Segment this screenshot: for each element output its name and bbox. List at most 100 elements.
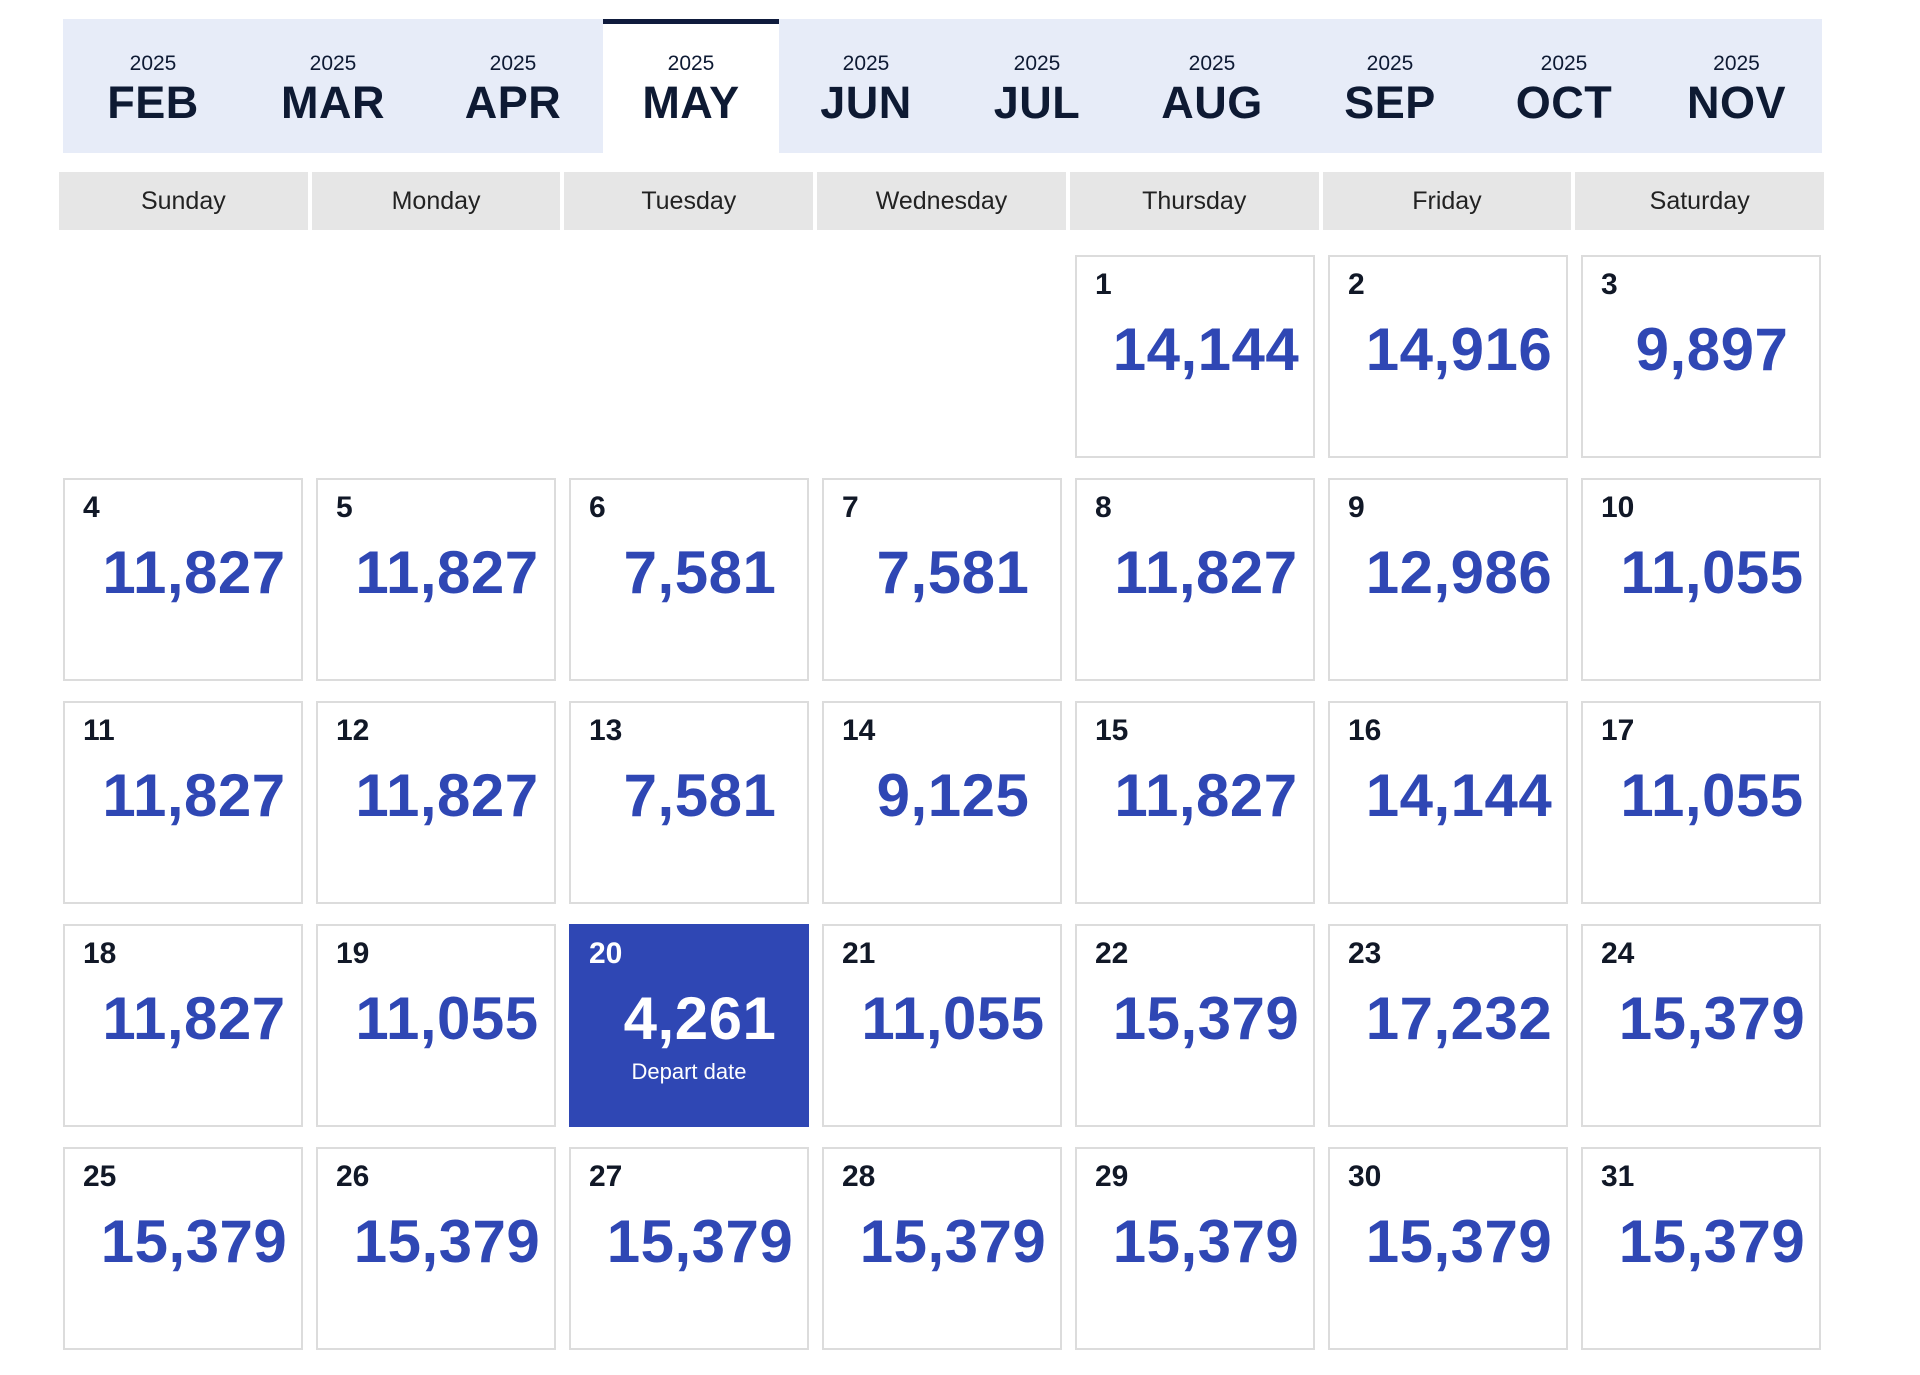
day-number: 10 (1601, 491, 1635, 524)
calendar-day-cell-21[interactable]: 21 11,055 (822, 924, 1062, 1127)
day-number: 12 (336, 714, 370, 747)
calendar-day-cell-2[interactable]: 2 14,916 (1328, 255, 1568, 458)
calendar-day-cell-24[interactable]: 24 15,379 (1581, 924, 1821, 1127)
fare-price: 4,261 (623, 985, 777, 1052)
month-tab-jun[interactable]: 2025 JUN (779, 19, 953, 153)
calendar-day-cell-8[interactable]: 8 11,827 (1075, 478, 1315, 681)
calendar-day-cell-19[interactable]: 19 11,055 (316, 924, 556, 1127)
calendar-day-cell-22[interactable]: 22 15,379 (1075, 924, 1315, 1127)
fare-price: 11,055 (1620, 762, 1804, 829)
weekday-saturday: Saturday (1575, 172, 1825, 230)
fare-price: 17,232 (1365, 985, 1553, 1052)
calendar-day-cell-1[interactable]: 1 14,144 (1075, 255, 1315, 458)
calendar-day-cell-14[interactable]: 14 9,125 (822, 701, 1062, 904)
day-number: 11 (83, 714, 115, 747)
calendar-day-cell-15[interactable]: 15 11,827 (1075, 701, 1315, 904)
fare-price: 11,827 (355, 762, 539, 829)
day-number: 15 (1095, 714, 1129, 747)
month-tab-name: MAR (281, 77, 385, 128)
calendar-day-cell-3[interactable]: 3 9,897 (1581, 255, 1821, 458)
fare-price: 14,916 (1365, 316, 1553, 383)
day-number: 20 (589, 937, 623, 970)
day-number: 21 (842, 937, 876, 970)
month-tab-jul[interactable]: 2025 JUL (953, 19, 1121, 153)
month-tab-name: MAY (642, 77, 740, 128)
month-tab-mar[interactable]: 2025 MAR (243, 19, 423, 153)
fare-price: 14,144 (1112, 316, 1300, 383)
calendar-day-cell-9[interactable]: 9 12,986 (1328, 478, 1568, 681)
calendar-day-cell-13[interactable]: 13 7,581 (569, 701, 809, 904)
fare-price: 11,827 (355, 539, 539, 606)
calendar-day-cell-17[interactable]: 17 11,055 (1581, 701, 1821, 904)
month-tab-name: NOV (1686, 77, 1786, 128)
day-number: 16 (1348, 714, 1382, 747)
day-number: 2 (1348, 268, 1365, 301)
fare-price: 15,379 (353, 1208, 541, 1275)
weekday-sunday: Sunday (59, 172, 308, 230)
day-number: 24 (1601, 937, 1635, 970)
month-tab-year: 2025 (489, 52, 537, 75)
weekday-header: Sunday Monday Tuesday Wednesday Thursday Frid… (59, 172, 1825, 230)
calendar-day-cell-16[interactable]: 16 14,144 (1328, 701, 1568, 904)
weekday-wednesday: Wednesday (817, 172, 1066, 230)
fare-price: 7,581 (623, 539, 777, 606)
month-tab-feb[interactable]: 2025 FEB (63, 19, 243, 153)
fare-price: 12,986 (1365, 539, 1553, 606)
day-number: 22 (1095, 937, 1129, 970)
calendar-day-cell-18[interactable]: 18 11,827 (63, 924, 303, 1127)
calendar-day-cell-12[interactable]: 12 11,827 (316, 701, 556, 904)
fare-price: 15,379 (606, 1208, 794, 1275)
day-number: 6 (589, 491, 606, 524)
fare-price: 9,897 (1635, 316, 1789, 383)
month-tab-name: FEB (107, 77, 199, 128)
day-number: 9 (1348, 491, 1365, 524)
month-tab-nov[interactable]: 2025 NOV (1651, 19, 1822, 153)
calendar-day-cell-20[interactable]: 20 4,261 Depart date (569, 924, 809, 1127)
calendar-day-cell-6[interactable]: 6 7,581 (569, 478, 809, 681)
calendar-day-cell-26[interactable]: 26 15,379 (316, 1147, 556, 1350)
month-tab-sep[interactable]: 2025 SEP (1303, 19, 1477, 153)
day-number: 30 (1348, 1160, 1382, 1193)
calendar-empty-cell (822, 255, 1062, 458)
calendar-day-cell-29[interactable]: 29 15,379 (1075, 1147, 1315, 1350)
day-number: 13 (589, 714, 623, 747)
day-number: 7 (842, 491, 859, 524)
month-tab-year: 2025 (129, 52, 177, 75)
month-tab-oct[interactable]: 2025 OCT (1477, 19, 1651, 153)
calendar-day-cell-11[interactable]: 11 11,827 (63, 701, 303, 904)
calendar-day-cell-4[interactable]: 4 11,827 (63, 478, 303, 681)
month-tab-aug[interactable]: 2025 AUG (1121, 19, 1303, 153)
fare-price: 15,379 (1618, 985, 1806, 1052)
calendar-empty-cell (63, 255, 303, 458)
calendar-day-cell-10[interactable]: 10 11,055 (1581, 478, 1821, 681)
month-tab-year: 2025 (842, 52, 890, 75)
day-number: 29 (1095, 1160, 1129, 1193)
month-tab-year: 2025 (1013, 52, 1061, 75)
calendar-day-cell-7[interactable]: 7 7,581 (822, 478, 1062, 681)
fare-price: 11,827 (102, 985, 286, 1052)
day-number: 26 (336, 1160, 370, 1193)
calendar-empty-cell (316, 255, 556, 458)
month-tab-name: AUG (1161, 77, 1263, 128)
calendar-day-cell-5[interactable]: 5 11,827 (316, 478, 556, 681)
day-number: 25 (83, 1160, 117, 1193)
fare-price: 7,581 (876, 539, 1030, 606)
month-tab-year: 2025 (667, 52, 715, 75)
fare-price: 11,827 (1114, 762, 1298, 829)
calendar-day-cell-28[interactable]: 28 15,379 (822, 1147, 1062, 1350)
weekday-monday: Monday (311, 172, 561, 230)
calendar-day-cell-31[interactable]: 31 15,379 (1581, 1147, 1821, 1350)
month-tab-name: JUL (993, 77, 1081, 128)
calendar-day-cell-25[interactable]: 25 15,379 (63, 1147, 303, 1350)
month-tab-year: 2025 (1188, 52, 1236, 75)
month-tab-name: SEP (1344, 77, 1436, 128)
calendar-day-cell-23[interactable]: 23 17,232 (1328, 924, 1568, 1127)
calendar-day-cell-30[interactable]: 30 15,379 (1328, 1147, 1568, 1350)
calendar-day-cell-27[interactable]: 27 15,379 (569, 1147, 809, 1350)
month-tab-may[interactable]: 2025 MAY (603, 19, 779, 153)
month-tab-year: 2025 (1540, 52, 1588, 75)
day-number: 14 (842, 714, 876, 747)
month-tab-apr[interactable]: 2025 APR (423, 19, 603, 153)
fare-price: 7,581 (623, 762, 777, 829)
calendar-empty-cell (569, 255, 809, 458)
